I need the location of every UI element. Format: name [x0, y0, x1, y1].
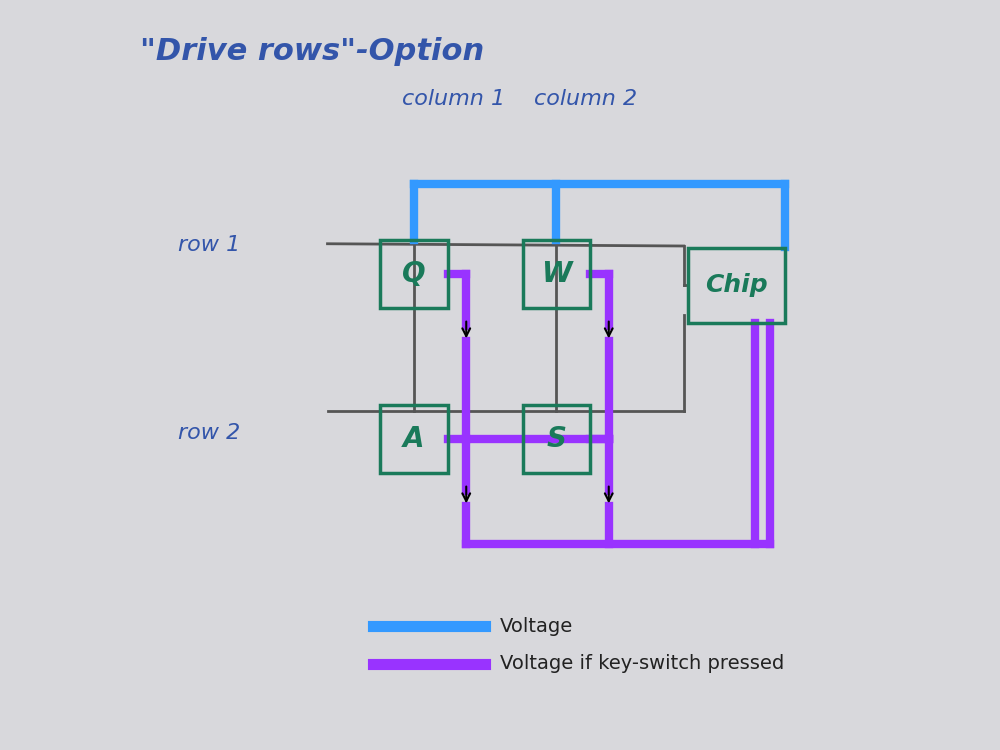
Text: Chip: Chip [705, 273, 768, 297]
Text: column 2: column 2 [534, 89, 637, 109]
Bar [380, 240, 448, 308]
Bar [688, 248, 785, 322]
Text: row 2: row 2 [178, 423, 240, 442]
Text: A: A [403, 424, 424, 453]
Text: Voltage: Voltage [500, 616, 573, 636]
Text: "Drive rows"-Option: "Drive rows"-Option [140, 38, 484, 67]
Text: W: W [541, 260, 572, 288]
Text: Q: Q [402, 260, 426, 288]
Bar [522, 405, 590, 472]
Text: row 1: row 1 [178, 236, 240, 255]
Bar [522, 240, 590, 308]
Text: column 1: column 1 [402, 89, 506, 109]
Text: S: S [546, 424, 566, 453]
Bar [380, 405, 448, 472]
Text: Voltage if key-switch pressed: Voltage if key-switch pressed [500, 654, 784, 674]
